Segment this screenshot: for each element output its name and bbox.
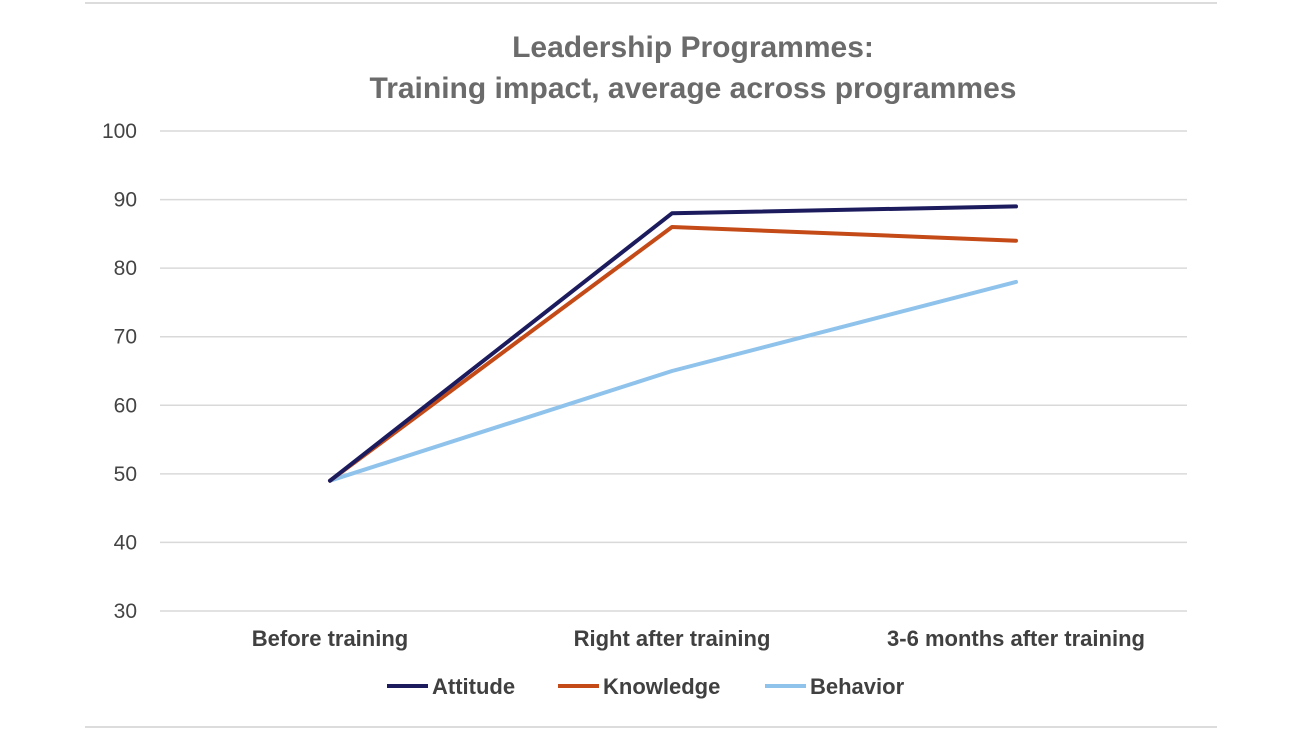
legend: Attitude Knowledge Behavior	[387, 674, 905, 699]
x-tick-label-3-6-months-after-training: 3-6 months after training	[887, 626, 1145, 651]
y-tick-label-40: 40	[114, 531, 137, 554]
y-tick-label-70: 70	[114, 326, 137, 349]
series-line-attitude	[328, 204, 1018, 483]
y-axis-tick-labels: 30 40 50 60 70 80 90 100	[102, 120, 137, 623]
y-tick-label-60: 60	[114, 394, 137, 417]
series-lines	[328, 204, 1018, 483]
x-tick-label-right-after-training: Right after training	[574, 626, 771, 651]
legend-label-knowledge: Knowledge	[603, 674, 720, 699]
y-tick-label-100: 100	[102, 120, 137, 143]
chart-title-line-1: Leadership Programmes:	[512, 31, 874, 64]
series-line-behavior	[328, 279, 1018, 483]
gridlines	[160, 130, 1187, 612]
x-axis-tick-labels: Before training Right after training 3-6 m…	[252, 626, 1145, 651]
x-tick-label-before-training: Before training	[252, 626, 408, 651]
legend-label-attitude: Attitude	[432, 674, 515, 699]
legend-label-behavior: Behavior	[810, 674, 905, 699]
y-tick-label-80: 80	[114, 257, 137, 280]
y-tick-label-90: 90	[114, 189, 137, 212]
y-tick-label-30: 30	[114, 600, 137, 623]
y-tick-label-50: 50	[114, 463, 137, 486]
chart-title-line-2: Training impact, average across programm…	[370, 72, 1017, 105]
series-line-knowledge	[328, 225, 1018, 483]
